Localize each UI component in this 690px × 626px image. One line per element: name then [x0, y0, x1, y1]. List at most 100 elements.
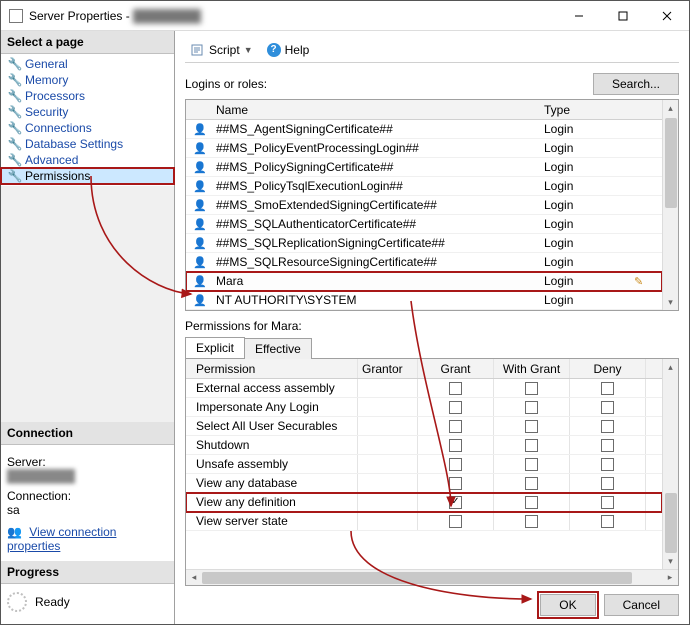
close-button[interactable] — [645, 1, 689, 31]
login-row[interactable]: 👤##MS_SmoExtendedSigningCertificate##Log… — [186, 196, 662, 215]
checkbox[interactable] — [601, 496, 614, 509]
login-row[interactable]: 👤MaraLogin✎ — [186, 272, 662, 291]
permissions-hscrollbar[interactable]: ◂ ▸ — [186, 569, 678, 585]
page-link[interactable]: General — [25, 57, 68, 71]
checkbox[interactable] — [601, 401, 614, 414]
checkbox[interactable] — [449, 477, 462, 490]
login-icon: 👤 — [193, 294, 207, 307]
page-link[interactable]: Memory — [25, 73, 68, 87]
checkbox[interactable] — [525, 439, 538, 452]
col-withgrant-header[interactable]: With Grant — [494, 359, 570, 378]
checkbox[interactable] — [601, 458, 614, 471]
perm-label-prefix: Permissions for — [185, 319, 271, 333]
sidebar-page-security[interactable]: 🔧Security — [1, 104, 174, 120]
logins-header-row: Logins or roles: Search... — [185, 73, 679, 95]
checkbox[interactable] — [525, 401, 538, 414]
tab-effective[interactable]: Effective — [244, 338, 312, 359]
checkbox[interactable] — [525, 477, 538, 490]
scroll-thumb[interactable] — [665, 118, 677, 208]
page-link[interactable]: Permissions — [25, 169, 90, 183]
search-button[interactable]: Search... — [593, 73, 679, 95]
ok-button[interactable]: OK — [540, 594, 595, 616]
permission-grantor — [358, 379, 418, 397]
perm-scroll-down-icon[interactable]: ▾ — [663, 553, 678, 569]
scroll-up-icon[interactable]: ▴ — [663, 100, 678, 116]
tab-explicit[interactable]: Explicit — [185, 337, 245, 358]
permissions-scrollbar[interactable]: ▴ ▾ — [662, 359, 678, 569]
checkbox[interactable] — [601, 420, 614, 433]
page-link[interactable]: Database Settings — [25, 137, 123, 151]
login-row[interactable]: 👤##MS_SQLResourceSigningCertificate##Log… — [186, 253, 662, 272]
checkbox[interactable] — [601, 477, 614, 490]
permission-with_grant-cell — [494, 398, 570, 416]
minimize-button[interactable] — [557, 1, 601, 31]
page-link[interactable]: Security — [25, 105, 68, 119]
login-name: ##MS_PolicyTsqlExecutionLogin## — [214, 179, 544, 193]
permission-name: Shutdown — [186, 436, 358, 454]
page-link[interactable]: Connections — [25, 121, 92, 135]
checkbox[interactable] — [525, 382, 538, 395]
checkbox[interactable] — [449, 458, 462, 471]
login-row[interactable]: 👤##MS_PolicySigningCertificate##Login — [186, 158, 662, 177]
permission-row[interactable]: Impersonate Any Login — [186, 398, 662, 417]
sidebar-page-permissions[interactable]: 🔧Permissions — [1, 168, 174, 184]
permission-row[interactable]: Select All User Securables — [186, 417, 662, 436]
permission-row[interactable]: Unsafe assembly — [186, 455, 662, 474]
checkbox[interactable] — [449, 439, 462, 452]
login-type: Login — [544, 255, 634, 269]
permission-row[interactable]: View any database — [186, 474, 662, 493]
checkbox[interactable] — [449, 515, 462, 528]
checkbox[interactable] — [525, 420, 538, 433]
col-grantor-header[interactable]: Grantor — [358, 359, 418, 378]
checkbox[interactable] — [601, 382, 614, 395]
sidebar-page-processors[interactable]: 🔧Processors — [1, 88, 174, 104]
page-link[interactable]: Advanced — [25, 153, 78, 167]
permissions-grid-body[interactable]: External access assemblyImpersonate Any … — [186, 379, 662, 569]
perm-scroll-left-icon[interactable]: ◂ — [186, 572, 202, 583]
perm-scroll-up-icon[interactable]: ▴ — [663, 359, 678, 375]
view-connection-properties-link[interactable]: View connection properties — [7, 525, 116, 553]
perm-scroll-thumb[interactable] — [665, 493, 677, 553]
sidebar-page-database-settings[interactable]: 🔧Database Settings — [1, 136, 174, 152]
help-button[interactable]: ? Help — [263, 41, 314, 59]
checkbox[interactable] — [525, 515, 538, 528]
col-permission-header[interactable]: Permission — [186, 359, 358, 378]
checkbox[interactable] — [449, 382, 462, 395]
login-row[interactable]: 👤##MS_PolicyEventProcessingLogin##Login — [186, 139, 662, 158]
checkbox[interactable] — [601, 515, 614, 528]
checkbox[interactable]: ✓ — [449, 496, 462, 509]
sidebar-page-memory[interactable]: 🔧Memory — [1, 72, 174, 88]
checkbox[interactable] — [449, 420, 462, 433]
checkbox[interactable] — [525, 458, 538, 471]
login-row[interactable]: 👤NT AUTHORITY\SYSTEMLogin — [186, 291, 662, 310]
login-row[interactable]: 👤##MS_AgentSigningCertificate##Login — [186, 120, 662, 139]
permission-row[interactable]: View server state — [186, 512, 662, 531]
permission-grantor — [358, 493, 418, 511]
checkbox[interactable] — [525, 496, 538, 509]
perm-scroll-right-icon[interactable]: ▸ — [662, 572, 678, 583]
checkbox[interactable] — [601, 439, 614, 452]
logins-grid-body[interactable]: 👤##MS_AgentSigningCertificate##Login👤##M… — [186, 120, 662, 310]
perm-hscroll-thumb[interactable] — [202, 572, 632, 584]
col-deny-header[interactable]: Deny — [570, 359, 646, 378]
sidebar-page-general[interactable]: 🔧General — [1, 56, 174, 72]
logins-scrollbar[interactable]: ▴ ▾ — [662, 100, 678, 310]
edit-icon[interactable]: ✎ — [634, 276, 643, 288]
sidebar-page-connections[interactable]: 🔧Connections — [1, 120, 174, 136]
col-grant-header[interactable]: Grant — [418, 359, 494, 378]
login-row[interactable]: 👤##MS_SQLAuthenticatorCertificate##Login — [186, 215, 662, 234]
login-row[interactable]: 👤##MS_SQLReplicationSigningCertificate##… — [186, 234, 662, 253]
page-link[interactable]: Processors — [25, 89, 85, 103]
permission-row[interactable]: Shutdown — [186, 436, 662, 455]
scroll-down-icon[interactable]: ▾ — [663, 294, 678, 310]
checkbox[interactable] — [449, 401, 462, 414]
login-row[interactable]: 👤##MS_PolicyTsqlExecutionLogin##Login — [186, 177, 662, 196]
permission-row[interactable]: View any definition✓ — [186, 493, 662, 512]
permission-row[interactable]: External access assembly — [186, 379, 662, 398]
col-type-header[interactable]: Type — [544, 103, 634, 117]
sidebar-page-advanced[interactable]: 🔧Advanced — [1, 152, 174, 168]
script-button[interactable]: Script ▼ — [185, 40, 257, 60]
col-name-header[interactable]: Name — [214, 103, 544, 117]
cancel-button[interactable]: Cancel — [604, 594, 679, 616]
maximize-button[interactable] — [601, 1, 645, 31]
